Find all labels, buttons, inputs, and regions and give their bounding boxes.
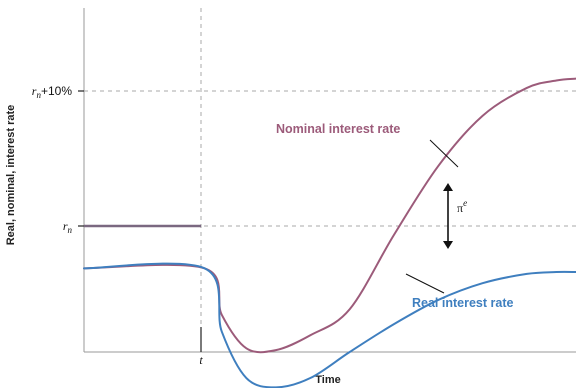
- arrowhead-up: [443, 183, 453, 191]
- arrowhead-down: [443, 241, 453, 249]
- rn-y-tick-sub: n: [68, 225, 73, 235]
- upper-y-tick-suffix: +10%: [41, 84, 72, 98]
- real-rate-line: [83, 262, 576, 388]
- upper-y-tick-base: r: [32, 84, 37, 98]
- expected-inflation-label: πe: [457, 198, 467, 215]
- upper-y-tick-sub: n: [36, 90, 41, 100]
- nominal-rate-line: [83, 77, 576, 354]
- upper-y-tick-label: rn+10%: [32, 84, 73, 100]
- rn-y-tick-base: r: [63, 219, 68, 233]
- nominal-rate-label: Nominal interest rate: [276, 122, 400, 136]
- real-label-leader: [405, 273, 445, 294]
- nominal-label-leader: [429, 139, 459, 168]
- pi-symbol: π: [457, 201, 463, 215]
- y-axis-title: Real, nominal, interest rate: [5, 105, 17, 246]
- t-x-tick-label: t: [199, 353, 203, 367]
- x-axis-title: Time: [315, 374, 340, 386]
- pi-superscript: e: [463, 198, 467, 208]
- real-rate-label: Real interest rate: [412, 296, 513, 310]
- rn-y-tick-label: rn: [63, 219, 73, 235]
